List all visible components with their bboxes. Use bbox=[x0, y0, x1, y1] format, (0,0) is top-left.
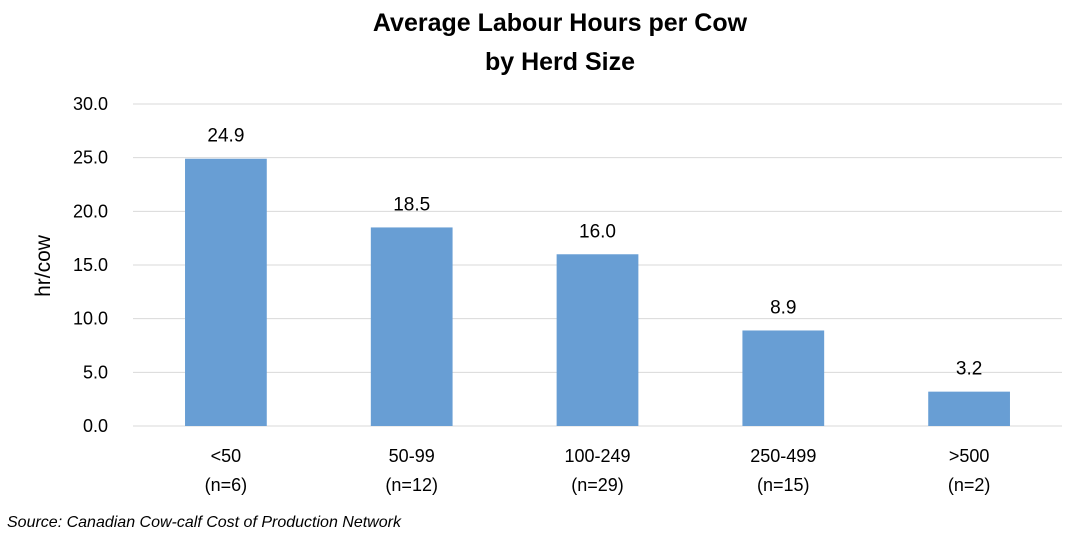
y-axis-title: hr/cow bbox=[32, 234, 55, 297]
category-sample-size: (n=15) bbox=[757, 475, 810, 495]
category-sample-size: (n=12) bbox=[385, 475, 438, 495]
y-tick-label: 0.0 bbox=[83, 416, 108, 436]
bar bbox=[370, 227, 453, 426]
y-tick-label: 5.0 bbox=[83, 362, 108, 382]
category-label: 50-99 bbox=[389, 446, 435, 466]
bar bbox=[556, 254, 639, 426]
category-sample-size: (n=6) bbox=[205, 475, 248, 495]
chart-title: Average Labour Hours per Cow by Herd Siz… bbox=[373, 9, 748, 76]
category-label: >500 bbox=[949, 446, 990, 466]
y-tick-label: 25.0 bbox=[73, 148, 108, 168]
chart-title-line-1: Average Labour Hours per Cow bbox=[373, 9, 748, 37]
chart-title-line-2: by Herd Size bbox=[485, 48, 635, 76]
category-sample-size: (n=29) bbox=[571, 475, 624, 495]
data-label: 8.9 bbox=[770, 297, 796, 318]
category-label: 100-249 bbox=[564, 446, 630, 466]
x-axis-category-labels: <50 (n=6) 50-99 (n=12) 100-249 (n=29) 250-499 (… bbox=[205, 446, 991, 495]
bar bbox=[185, 158, 267, 427]
y-tick-label: 20.0 bbox=[73, 201, 108, 221]
data-label: 3.2 bbox=[956, 359, 982, 380]
bar bbox=[928, 391, 1010, 426]
bar bbox=[742, 330, 825, 426]
data-labels: 24.9 18.5 16.0 8.9 3.2 bbox=[207, 126, 982, 380]
y-axis-tick-labels: 0.0 5.0 10.0 15.0 20.0 25.0 30.0 bbox=[73, 94, 108, 436]
data-label: 18.5 bbox=[393, 194, 430, 215]
category-sample-size: (n=2) bbox=[948, 475, 991, 495]
bars bbox=[185, 158, 1010, 427]
category-label: 250-499 bbox=[750, 446, 816, 466]
data-label: 16.0 bbox=[579, 221, 616, 242]
category-label: <50 bbox=[211, 446, 242, 466]
y-tick-label: 30.0 bbox=[73, 94, 108, 114]
y-tick-label: 15.0 bbox=[73, 255, 108, 275]
data-label: 24.9 bbox=[207, 126, 244, 147]
y-tick-label: 10.0 bbox=[73, 309, 108, 329]
source-note: Source: Canadian Cow-calf Cost of Produc… bbox=[7, 514, 402, 531]
